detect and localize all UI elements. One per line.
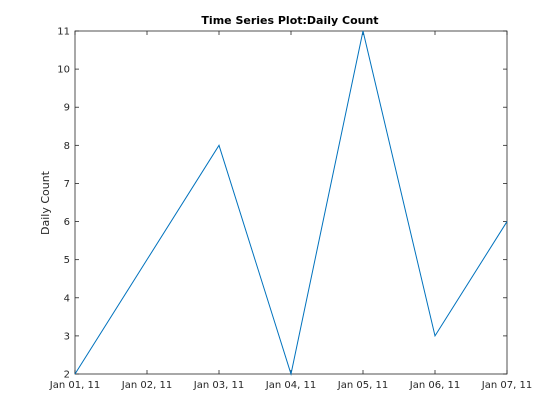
chart-title: Time Series Plot:Daily Count — [201, 14, 378, 27]
x-tick-label: Jan 05, 11 — [337, 380, 388, 391]
x-tick-label: Jan 06, 11 — [409, 380, 460, 391]
y-tick-label: 11 — [57, 27, 70, 38]
y-tick-label: 7 — [64, 179, 70, 190]
y-tick-label: 10 — [57, 65, 70, 76]
y-tick-label: 8 — [64, 141, 70, 152]
x-ticks: Jan 01, 11 Jan 02, 11 Jan 03, 11 Jan 04, 11… — [49, 31, 532, 391]
x-tick-label: Jan 07, 11 — [481, 380, 532, 391]
series-line-0 — [74, 30, 508, 376]
y-tick-label: 2 — [64, 370, 70, 381]
x-tick-label: Jan 04, 11 — [265, 380, 316, 391]
y-tick-label: 5 — [64, 255, 70, 266]
plot-area — [74, 30, 508, 375]
x-tick-label: Jan 03, 11 — [193, 380, 244, 391]
y-tick-label: 9 — [64, 103, 70, 114]
series-group — [74, 30, 508, 376]
y-tick-label: 3 — [64, 331, 70, 342]
y-tick-label: 4 — [64, 293, 70, 304]
x-tick-label: Jan 01, 11 — [49, 380, 100, 391]
x-tick-label: Jan 02, 11 — [121, 380, 172, 391]
y-tick-label: 6 — [64, 217, 70, 228]
y-ticks: 2 3 4 5 6 7 8 9 10 11 — [57, 27, 507, 381]
y-axis-label: Daily Count — [39, 170, 52, 235]
